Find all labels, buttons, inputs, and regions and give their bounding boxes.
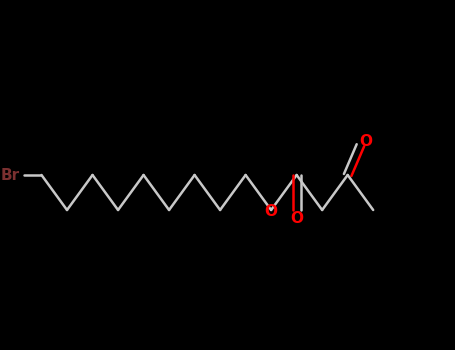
Text: O: O [290, 211, 303, 226]
Text: O: O [265, 204, 278, 219]
Text: O: O [359, 134, 372, 149]
Text: Br: Br [1, 168, 20, 182]
